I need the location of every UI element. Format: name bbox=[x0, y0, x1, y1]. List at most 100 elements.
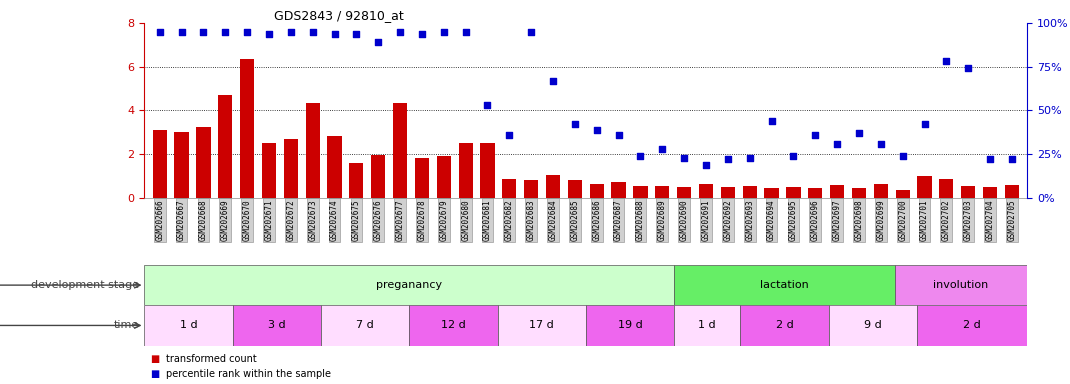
Bar bbox=[808, 188, 823, 198]
Text: lactation: lactation bbox=[760, 280, 809, 290]
Text: time: time bbox=[113, 320, 139, 331]
Point bbox=[239, 29, 256, 35]
Bar bbox=[321, 305, 409, 346]
Text: 9 d: 9 d bbox=[863, 320, 882, 331]
Bar bbox=[524, 180, 538, 198]
Bar bbox=[306, 103, 320, 198]
Bar bbox=[674, 305, 740, 346]
Text: 2 d: 2 d bbox=[963, 320, 981, 331]
Bar bbox=[502, 179, 517, 198]
Bar bbox=[174, 132, 188, 198]
Point bbox=[632, 153, 649, 159]
Bar bbox=[459, 143, 473, 198]
Bar bbox=[144, 305, 233, 346]
Bar bbox=[437, 156, 450, 198]
Text: preganancy: preganancy bbox=[377, 280, 442, 290]
Text: percentile rank within the sample: percentile rank within the sample bbox=[166, 369, 331, 379]
Point bbox=[895, 153, 912, 159]
Bar bbox=[240, 59, 255, 198]
Point bbox=[151, 29, 168, 35]
Bar bbox=[655, 186, 670, 198]
Bar bbox=[415, 159, 429, 198]
Point bbox=[828, 141, 845, 147]
Bar bbox=[284, 139, 297, 198]
Point bbox=[763, 118, 780, 124]
Text: 12 d: 12 d bbox=[441, 320, 465, 331]
Text: ■: ■ bbox=[150, 354, 159, 364]
Bar bbox=[498, 305, 586, 346]
Point bbox=[260, 30, 277, 36]
Bar bbox=[786, 187, 800, 198]
Point bbox=[588, 127, 606, 133]
Text: involution: involution bbox=[933, 280, 989, 290]
Bar bbox=[144, 265, 674, 305]
Bar bbox=[218, 95, 232, 198]
Bar bbox=[233, 305, 321, 346]
Point bbox=[173, 29, 190, 35]
Bar bbox=[740, 305, 828, 346]
Point bbox=[326, 30, 343, 36]
Bar bbox=[410, 305, 498, 346]
Point bbox=[217, 29, 234, 35]
Point bbox=[610, 132, 627, 138]
Bar bbox=[1005, 185, 1019, 198]
Text: 3 d: 3 d bbox=[269, 320, 286, 331]
Bar bbox=[939, 179, 953, 198]
Text: 17 d: 17 d bbox=[530, 320, 554, 331]
Bar bbox=[828, 305, 917, 346]
Bar bbox=[983, 187, 997, 198]
Point bbox=[457, 29, 474, 35]
Point bbox=[545, 78, 562, 84]
Bar bbox=[674, 265, 895, 305]
Bar bbox=[896, 190, 909, 198]
Bar bbox=[830, 185, 844, 198]
Bar bbox=[852, 188, 866, 198]
Bar bbox=[874, 184, 888, 198]
Text: development stage: development stage bbox=[31, 280, 139, 290]
Bar bbox=[153, 130, 167, 198]
Point bbox=[304, 29, 321, 35]
Point bbox=[392, 29, 409, 35]
Point bbox=[413, 30, 430, 36]
Point bbox=[522, 29, 539, 35]
Text: 19 d: 19 d bbox=[617, 320, 642, 331]
Text: GDS2843 / 92810_at: GDS2843 / 92810_at bbox=[274, 9, 403, 22]
Bar bbox=[917, 176, 932, 198]
Bar bbox=[721, 187, 735, 198]
Point bbox=[960, 65, 977, 71]
Point bbox=[784, 153, 801, 159]
Point bbox=[937, 58, 954, 65]
Point bbox=[742, 154, 759, 161]
Bar bbox=[586, 305, 674, 346]
Bar bbox=[393, 103, 408, 198]
Point bbox=[370, 39, 387, 45]
Bar bbox=[633, 186, 647, 198]
Text: 7 d: 7 d bbox=[356, 320, 374, 331]
Text: ■: ■ bbox=[150, 369, 159, 379]
Bar bbox=[764, 188, 779, 198]
Point bbox=[807, 132, 824, 138]
Bar bbox=[895, 265, 1027, 305]
Bar bbox=[917, 305, 1027, 346]
Point bbox=[282, 29, 300, 35]
Point bbox=[435, 29, 453, 35]
Text: 1 d: 1 d bbox=[699, 320, 716, 331]
Point bbox=[872, 141, 889, 147]
Bar bbox=[196, 127, 211, 198]
Point bbox=[566, 121, 583, 127]
Bar bbox=[677, 187, 691, 198]
Point bbox=[851, 130, 868, 136]
Bar bbox=[961, 186, 976, 198]
Bar bbox=[590, 184, 603, 198]
Text: 1 d: 1 d bbox=[180, 320, 197, 331]
Point bbox=[501, 132, 518, 138]
Bar bbox=[371, 155, 385, 198]
Point bbox=[195, 29, 212, 35]
Point bbox=[698, 162, 715, 168]
Point bbox=[654, 146, 671, 152]
Text: 2 d: 2 d bbox=[776, 320, 793, 331]
Bar bbox=[743, 186, 756, 198]
Point bbox=[981, 156, 998, 162]
Bar bbox=[480, 143, 494, 198]
Bar bbox=[568, 180, 582, 198]
